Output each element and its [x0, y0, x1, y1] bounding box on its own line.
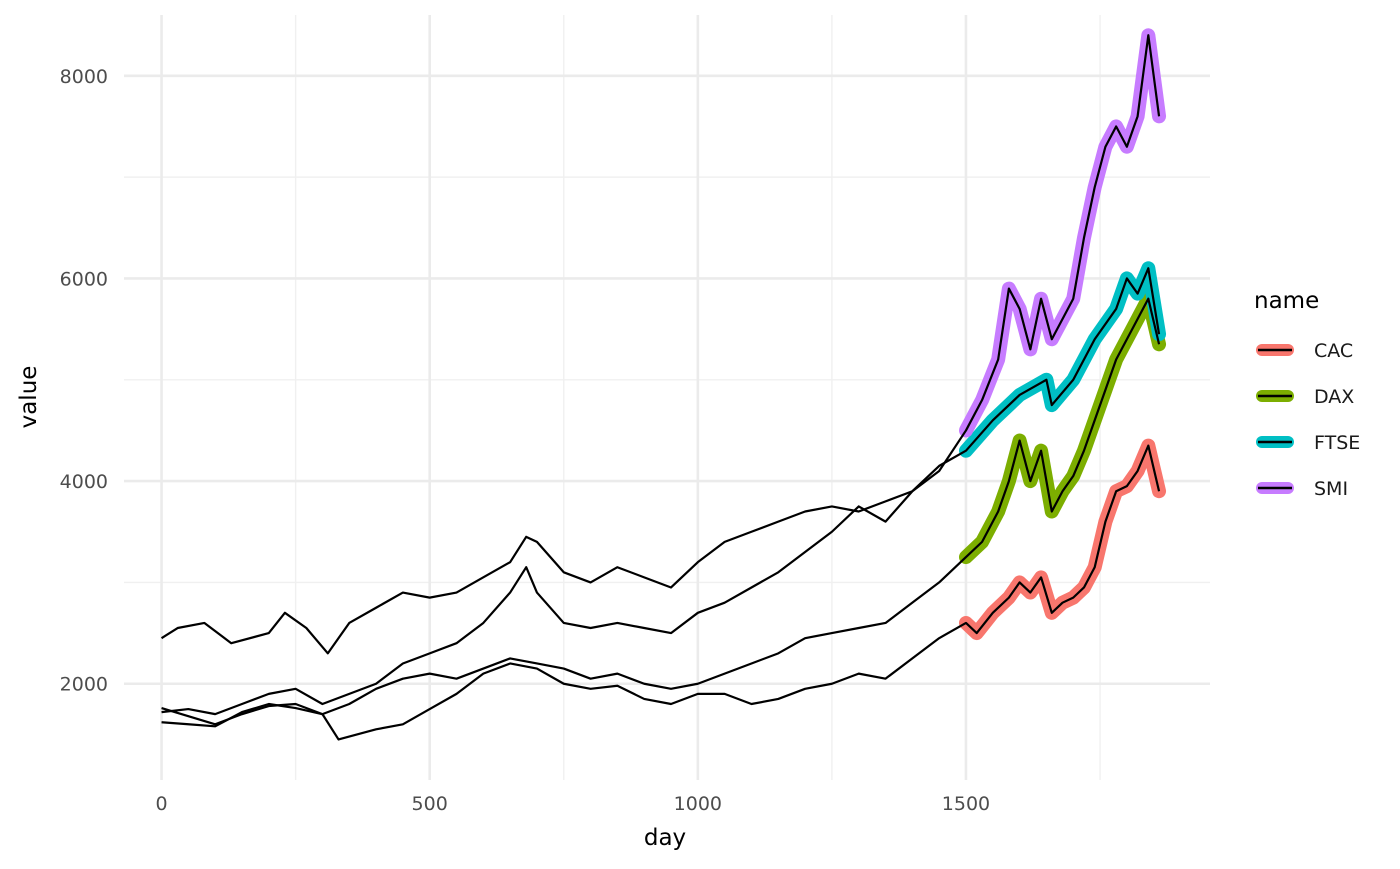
legend-item-ftse: FTSE	[1256, 432, 1360, 454]
series-layer	[160, 34, 1161, 741]
series-line-ftse	[160, 267, 1161, 655]
highlight-line-smi	[958, 28, 1167, 438]
legend-label: SMI	[1314, 478, 1348, 500]
legend-item-cac: CAC	[1256, 340, 1353, 362]
tick-label-layer: 0 500 1000 1500 2000 4000 6000 8000	[60, 66, 991, 815]
x-tick-label: 0	[155, 793, 167, 815]
legend: name CAC DAX FTSE SMI	[1254, 288, 1360, 500]
x-tick-label: 500	[412, 793, 448, 815]
y-axis-title: value	[16, 366, 42, 429]
legend-item-dax: DAX	[1256, 386, 1354, 408]
y-tick-label: 8000	[60, 66, 108, 88]
x-axis-title: day	[644, 825, 686, 851]
highlight-line-cac	[958, 438, 1167, 641]
legend-label: DAX	[1314, 386, 1354, 408]
series-line-smi	[161, 34, 1161, 716]
y-tick-label: 6000	[60, 268, 108, 290]
y-tick-label: 4000	[60, 471, 108, 493]
x-tick-label: 1500	[942, 793, 990, 815]
legend-label: FTSE	[1314, 432, 1360, 454]
x-tick-label: 1000	[674, 793, 722, 815]
y-tick-label: 2000	[60, 674, 108, 696]
legend-title: name	[1254, 288, 1319, 314]
legend-item-smi: SMI	[1256, 478, 1348, 500]
legend-items: CAC DAX FTSE SMI	[1256, 340, 1360, 500]
series-line-cac	[161, 444, 1161, 741]
series-line-dax	[161, 297, 1161, 728]
legend-label: CAC	[1314, 340, 1353, 362]
